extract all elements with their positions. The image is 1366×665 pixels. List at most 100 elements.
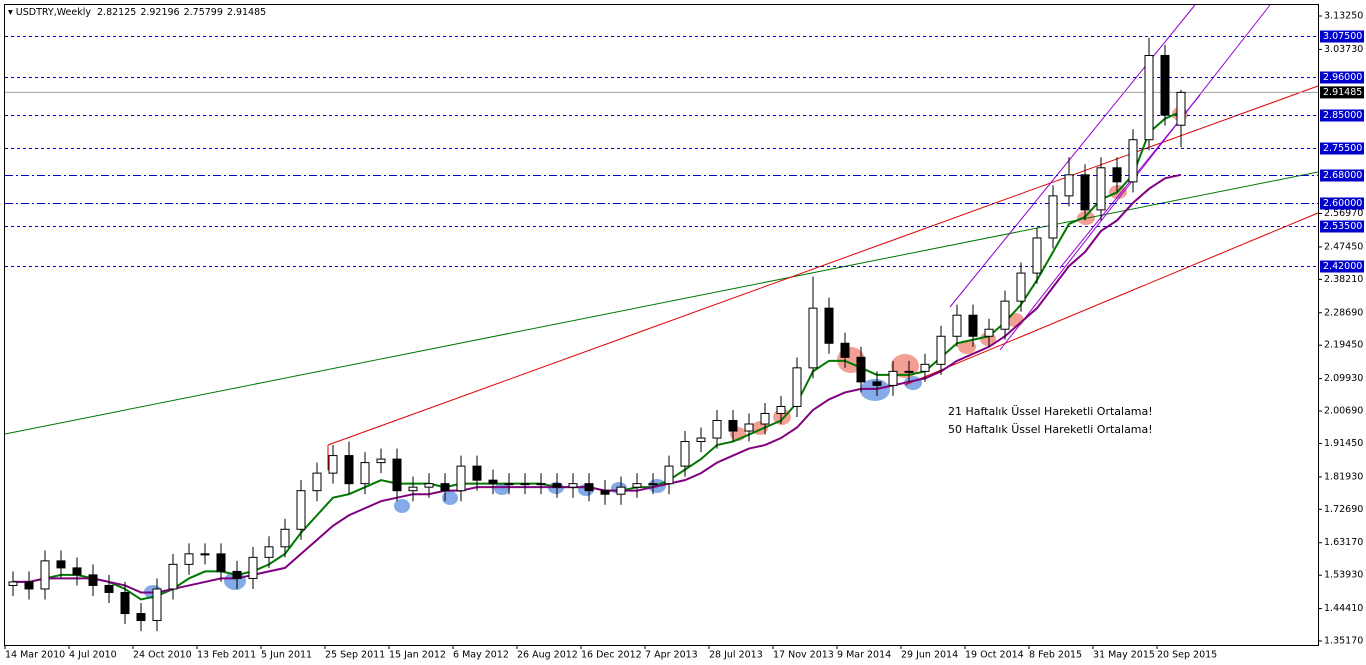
candle-body: [408, 486, 418, 492]
candle-body: [424, 483, 434, 488]
candle-body: [1160, 54, 1170, 116]
x-tick-label: 7 Apr 2013: [645, 650, 698, 661]
trend-line: [4, 171, 1319, 435]
candle-body: [984, 328, 994, 337]
level-label: 2.75500: [1323, 143, 1362, 154]
level-label-box: [1320, 197, 1364, 210]
candle-body: [216, 553, 226, 572]
candle-body: [920, 363, 930, 372]
levels: [5, 36, 1318, 267]
candle-body: [152, 588, 162, 622]
candle-body: [1064, 174, 1074, 197]
y-tick-label: 1.72690: [1324, 504, 1363, 515]
x-tick-label: 15 Jan 2012: [389, 650, 446, 661]
candle-body: [504, 483, 514, 486]
candle-body: [264, 546, 274, 558]
x-tick-label: 6 May 2012: [453, 650, 509, 661]
candle-body: [200, 553, 210, 556]
candle-body: [440, 483, 450, 492]
y-tick-label: 2.19450: [1324, 340, 1363, 351]
ohlc-low: 2.75799: [184, 7, 223, 18]
header: ▾ USDTRY,Weekly 2.82125 2.92196 2.75799 2.91…: [8, 7, 266, 18]
candle-body: [232, 570, 242, 579]
candle-body: [88, 574, 98, 586]
annotation: 50 Haftalık Üssel Hareketli Ortalama!: [948, 423, 1153, 436]
candle-body: [1016, 272, 1026, 302]
candle-body: [680, 441, 690, 467]
trend-line: [904, 212, 1319, 386]
x-tick-label: 17 Nov 2013: [773, 650, 834, 661]
x-tick-label: 29 Jun 2014: [901, 650, 958, 661]
candle-body: [904, 370, 914, 373]
candle-body: [776, 405, 786, 414]
x-tick-label: 16 Dec 2012: [581, 650, 642, 661]
level-label-box: [1320, 71, 1364, 84]
candle-body: [488, 479, 498, 485]
trend-line: [327, 85, 1319, 446]
x-tick-label: 20 Sep 2015: [1157, 650, 1217, 661]
candle-body: [568, 483, 578, 488]
channel-line: [949, 4, 1196, 308]
y-tick-label: 1.53930: [1324, 570, 1363, 581]
level-label-box: [1320, 142, 1364, 155]
y-tick-label: 3.13250: [1324, 11, 1363, 22]
y-tick-label: 1.91450: [1324, 438, 1363, 449]
y-tick-label: 2.00690: [1324, 406, 1363, 417]
candle-body: [744, 423, 754, 432]
candle-body: [936, 335, 946, 365]
level-label: 2.85000: [1323, 110, 1362, 121]
candle-body: [808, 307, 818, 369]
candle-body: [600, 490, 610, 495]
candle-body: [856, 356, 866, 383]
plot: [8, 37, 1186, 632]
price-label: 2.91485: [1323, 87, 1362, 98]
candle-body: [952, 314, 962, 337]
y-tick-label: 1.63170: [1324, 537, 1363, 548]
candle-body: [552, 483, 562, 488]
y-tick-label: 1.81930: [1324, 471, 1363, 482]
candle-body: [1048, 195, 1058, 239]
candle-body: [696, 437, 706, 443]
level-label-box: [1320, 220, 1364, 233]
candle-body: [136, 613, 146, 622]
candle-body: [248, 556, 258, 579]
candle-body: [1176, 91, 1186, 126]
blue-marker: [442, 491, 458, 505]
symbol: USDTRY,Weekly: [16, 7, 92, 18]
candle-body: [312, 472, 322, 492]
candle-body: [296, 490, 306, 530]
level-label: 2.42000: [1323, 261, 1362, 272]
level-label: 2.68000: [1323, 170, 1362, 181]
candle-body: [472, 465, 482, 481]
candle-body: [872, 381, 882, 386]
candle-body: [1112, 167, 1122, 183]
y-tick-label: 2.56970: [1324, 208, 1363, 219]
candle-body: [40, 560, 50, 590]
candle-body: [8, 581, 18, 586]
annotation: 21 Haftalık Üssel Hareketli Ortalama!: [948, 405, 1153, 418]
y-tick-label: 2.28690: [1324, 307, 1363, 318]
candle-body: [1144, 54, 1154, 141]
candle-body: [168, 563, 178, 590]
blue-marker: [494, 483, 510, 495]
y-tick-label: 2.47450: [1324, 241, 1363, 252]
candle-body: [328, 455, 338, 474]
candle-body: [888, 370, 898, 386]
y-tick-label: 2.38210: [1324, 274, 1363, 285]
x-tick-label: 28 Jul 2013: [709, 650, 763, 661]
price-axis: 3.13250 3.03730 2.56970 2.47450 2.38210 2.286…: [1318, 11, 1364, 647]
candle-body: [104, 584, 114, 593]
x-tick-label: 19 Oct 2014: [965, 650, 1024, 661]
blue-marker: [860, 379, 890, 401]
menu-arrow: ▾: [8, 7, 16, 18]
level-label-box: [1320, 30, 1364, 43]
blue-marker: [394, 499, 410, 513]
candle-body: [616, 486, 626, 495]
level-label: 2.53500: [1323, 221, 1362, 232]
candle-body: [632, 483, 642, 488]
x-tick-label: 31 May 2015: [1093, 650, 1155, 661]
candle-body: [536, 483, 546, 486]
level-label-box: [1320, 260, 1364, 273]
candle-body: [1000, 300, 1010, 330]
